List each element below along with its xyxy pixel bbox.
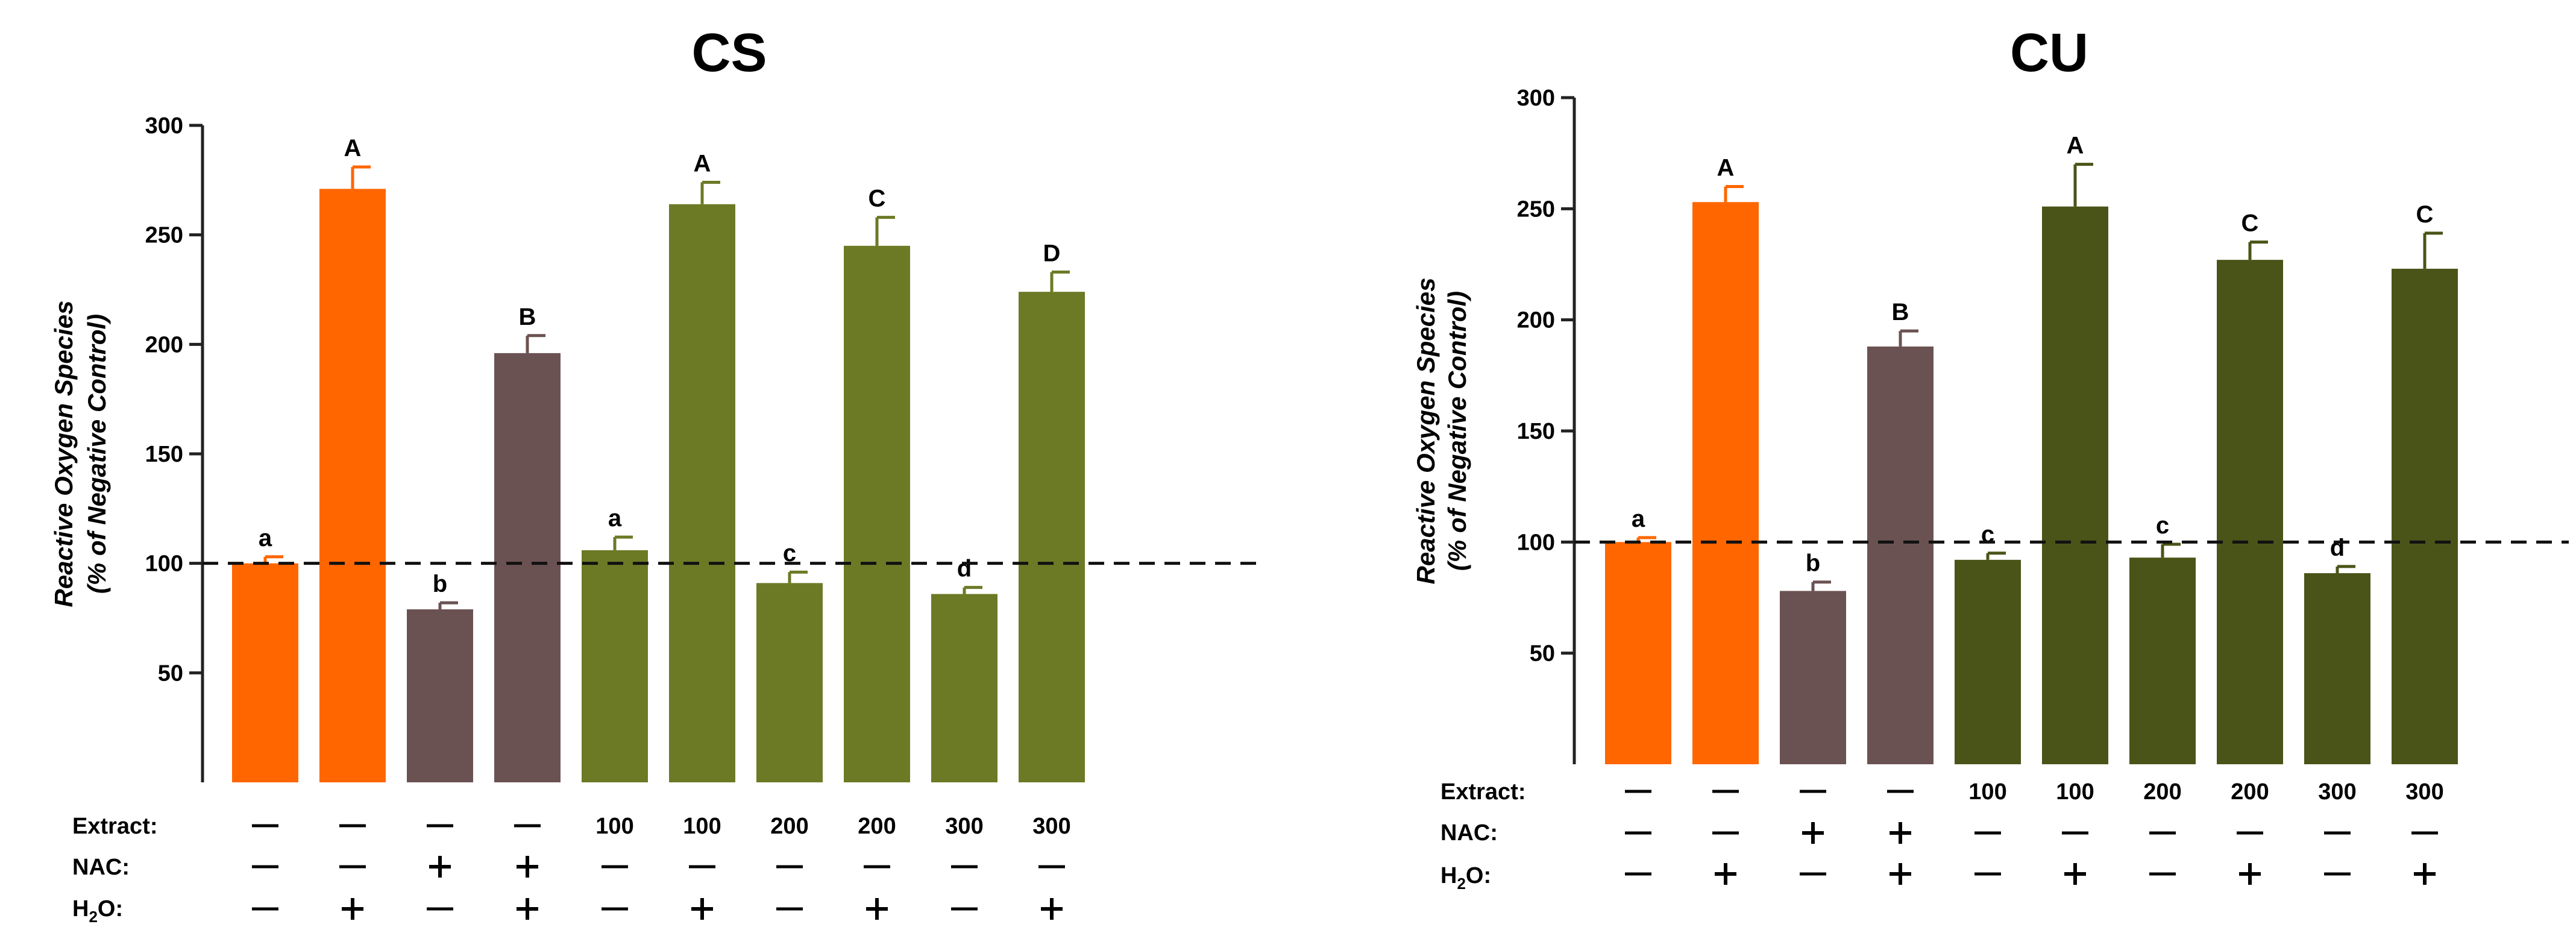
chart-cu-bar — [1605, 542, 1671, 764]
chart-cu-y-tick-label: 250 — [1517, 196, 1555, 222]
chart-cs-bar — [407, 609, 473, 782]
chart-cs-sig-letter: c — [783, 540, 796, 567]
chart-cs-treatment-dose: 300 — [1032, 814, 1070, 839]
chart-cs-y-tick-label: 150 — [145, 442, 183, 467]
chart-cs-treatment-dose: 200 — [770, 814, 808, 839]
chart-cu-treatment-dose: 300 — [2405, 779, 2443, 805]
chart-cu-treatment-dose: 300 — [2318, 779, 2356, 805]
chart-cu-bar — [2392, 268, 2458, 765]
chart-cu-sig-letter: B — [1892, 299, 1909, 325]
chart-cu-sig-letter: c — [2156, 512, 2169, 539]
chart-cs-sig-letter: A — [344, 135, 362, 162]
chart-cs-sig-letter: A — [694, 150, 711, 177]
chart-cu-ylabel-sub: (% of Negative Control) — [1443, 291, 1471, 571]
chart-cu-bar — [1692, 202, 1759, 765]
chart-cs-treatment-dose: 100 — [595, 814, 633, 839]
chart-cs-y-tick-label: 200 — [145, 332, 183, 357]
chart-cs-sig-letter: D — [1043, 240, 1061, 266]
chart-cu-row-label-nac: NAC: — [1440, 820, 1498, 846]
chart-cu-sig-letter: A — [2067, 133, 2084, 159]
chart-cu-y-tick-label: 50 — [1530, 641, 1555, 667]
chart-cu-bar — [2217, 260, 2283, 764]
chart-cs-bar — [494, 353, 561, 782]
chart-cu-treatment-dose: 200 — [2231, 779, 2269, 805]
chart-cs-y-tick-label: 50 — [158, 661, 183, 686]
chart-cu-row-label-h2o2: H2O: — [1440, 863, 1491, 893]
chart-cu-ylabel: Reactive Oxygen Species — [1412, 278, 1440, 585]
chart-cu-sig-letter: C — [2416, 201, 2434, 228]
chart-cu-bar — [1867, 346, 1934, 764]
chart-cs-row-label-h2o2: H2O: — [72, 896, 123, 926]
chart-cs-ylabel: Reactive Oxygen Species — [49, 301, 78, 608]
chart-cs-sig-letter: B — [519, 304, 536, 330]
chart-cs-bar — [319, 189, 386, 782]
chart-cs-treatment-dose: 300 — [945, 814, 983, 839]
chart-cu-bar — [2042, 206, 2108, 764]
chart-cu-bar — [1955, 559, 2021, 764]
chart-cs-ylabel-sub: (% of Negative Control) — [83, 314, 111, 594]
chart-cs-bar — [844, 245, 910, 782]
chart-cs-row-label-extract: Extract: — [72, 814, 158, 839]
chart-cu-treatment-dose: 200 — [2143, 779, 2181, 805]
chart-cs-y-tick-label: 250 — [145, 223, 183, 248]
chart-cu-title: CU — [2010, 23, 2088, 83]
chart-cu-sig-letter: b — [1806, 550, 1820, 577]
chart-cu-sig-letter: c — [1981, 521, 1994, 548]
chart-cu-sig-letter: C — [2241, 210, 2259, 237]
chart-cs-bar — [582, 550, 648, 782]
chart-cu-y-tick-label: 300 — [1517, 86, 1555, 111]
chart-cs-sig-letter: C — [869, 186, 886, 212]
chart-cs-sig-letter: b — [433, 571, 447, 597]
chart-cs-sig-letter: d — [957, 556, 972, 582]
chart-cu-sig-letter: d — [2330, 535, 2345, 561]
chart-cu-bar — [1780, 591, 1846, 764]
chart-cs-y-tick-label: 300 — [145, 113, 183, 139]
chart-cs-bar — [1019, 292, 1085, 783]
chart-cu-y-tick-label: 100 — [1517, 530, 1555, 555]
chart-cs-bar — [756, 583, 823, 782]
chart-cs-treatment-dose: 200 — [858, 814, 896, 839]
chart-cs-bar — [669, 204, 735, 782]
chart-cs-bar — [232, 563, 298, 782]
chart-cu-treatment-dose: 100 — [2056, 779, 2094, 805]
chart-cu-bar — [2129, 558, 2196, 764]
chart-cs-row-label-nac: NAC: — [72, 855, 130, 880]
chart-cu-bar — [2304, 573, 2370, 764]
chart-cs-title: CS — [691, 23, 767, 83]
chart-cu-sig-letter: a — [1632, 506, 1645, 532]
chart-cu-treatment-dose: 100 — [1968, 779, 2006, 805]
chart-cs-y-tick-label: 100 — [145, 551, 183, 577]
chart-cs-sig-letter: a — [259, 525, 272, 551]
chart-cs-bar — [931, 594, 997, 782]
chart-cu-y-tick-label: 150 — [1517, 419, 1555, 444]
chart-cu-y-tick-label: 200 — [1517, 308, 1555, 333]
chart-cs-treatment-dose: 100 — [683, 814, 721, 839]
chart-cs-sig-letter: a — [608, 505, 622, 532]
chart-cu-sig-letter: A — [1717, 154, 1735, 181]
chart-cu-row-label-extract: Extract: — [1440, 779, 1526, 805]
